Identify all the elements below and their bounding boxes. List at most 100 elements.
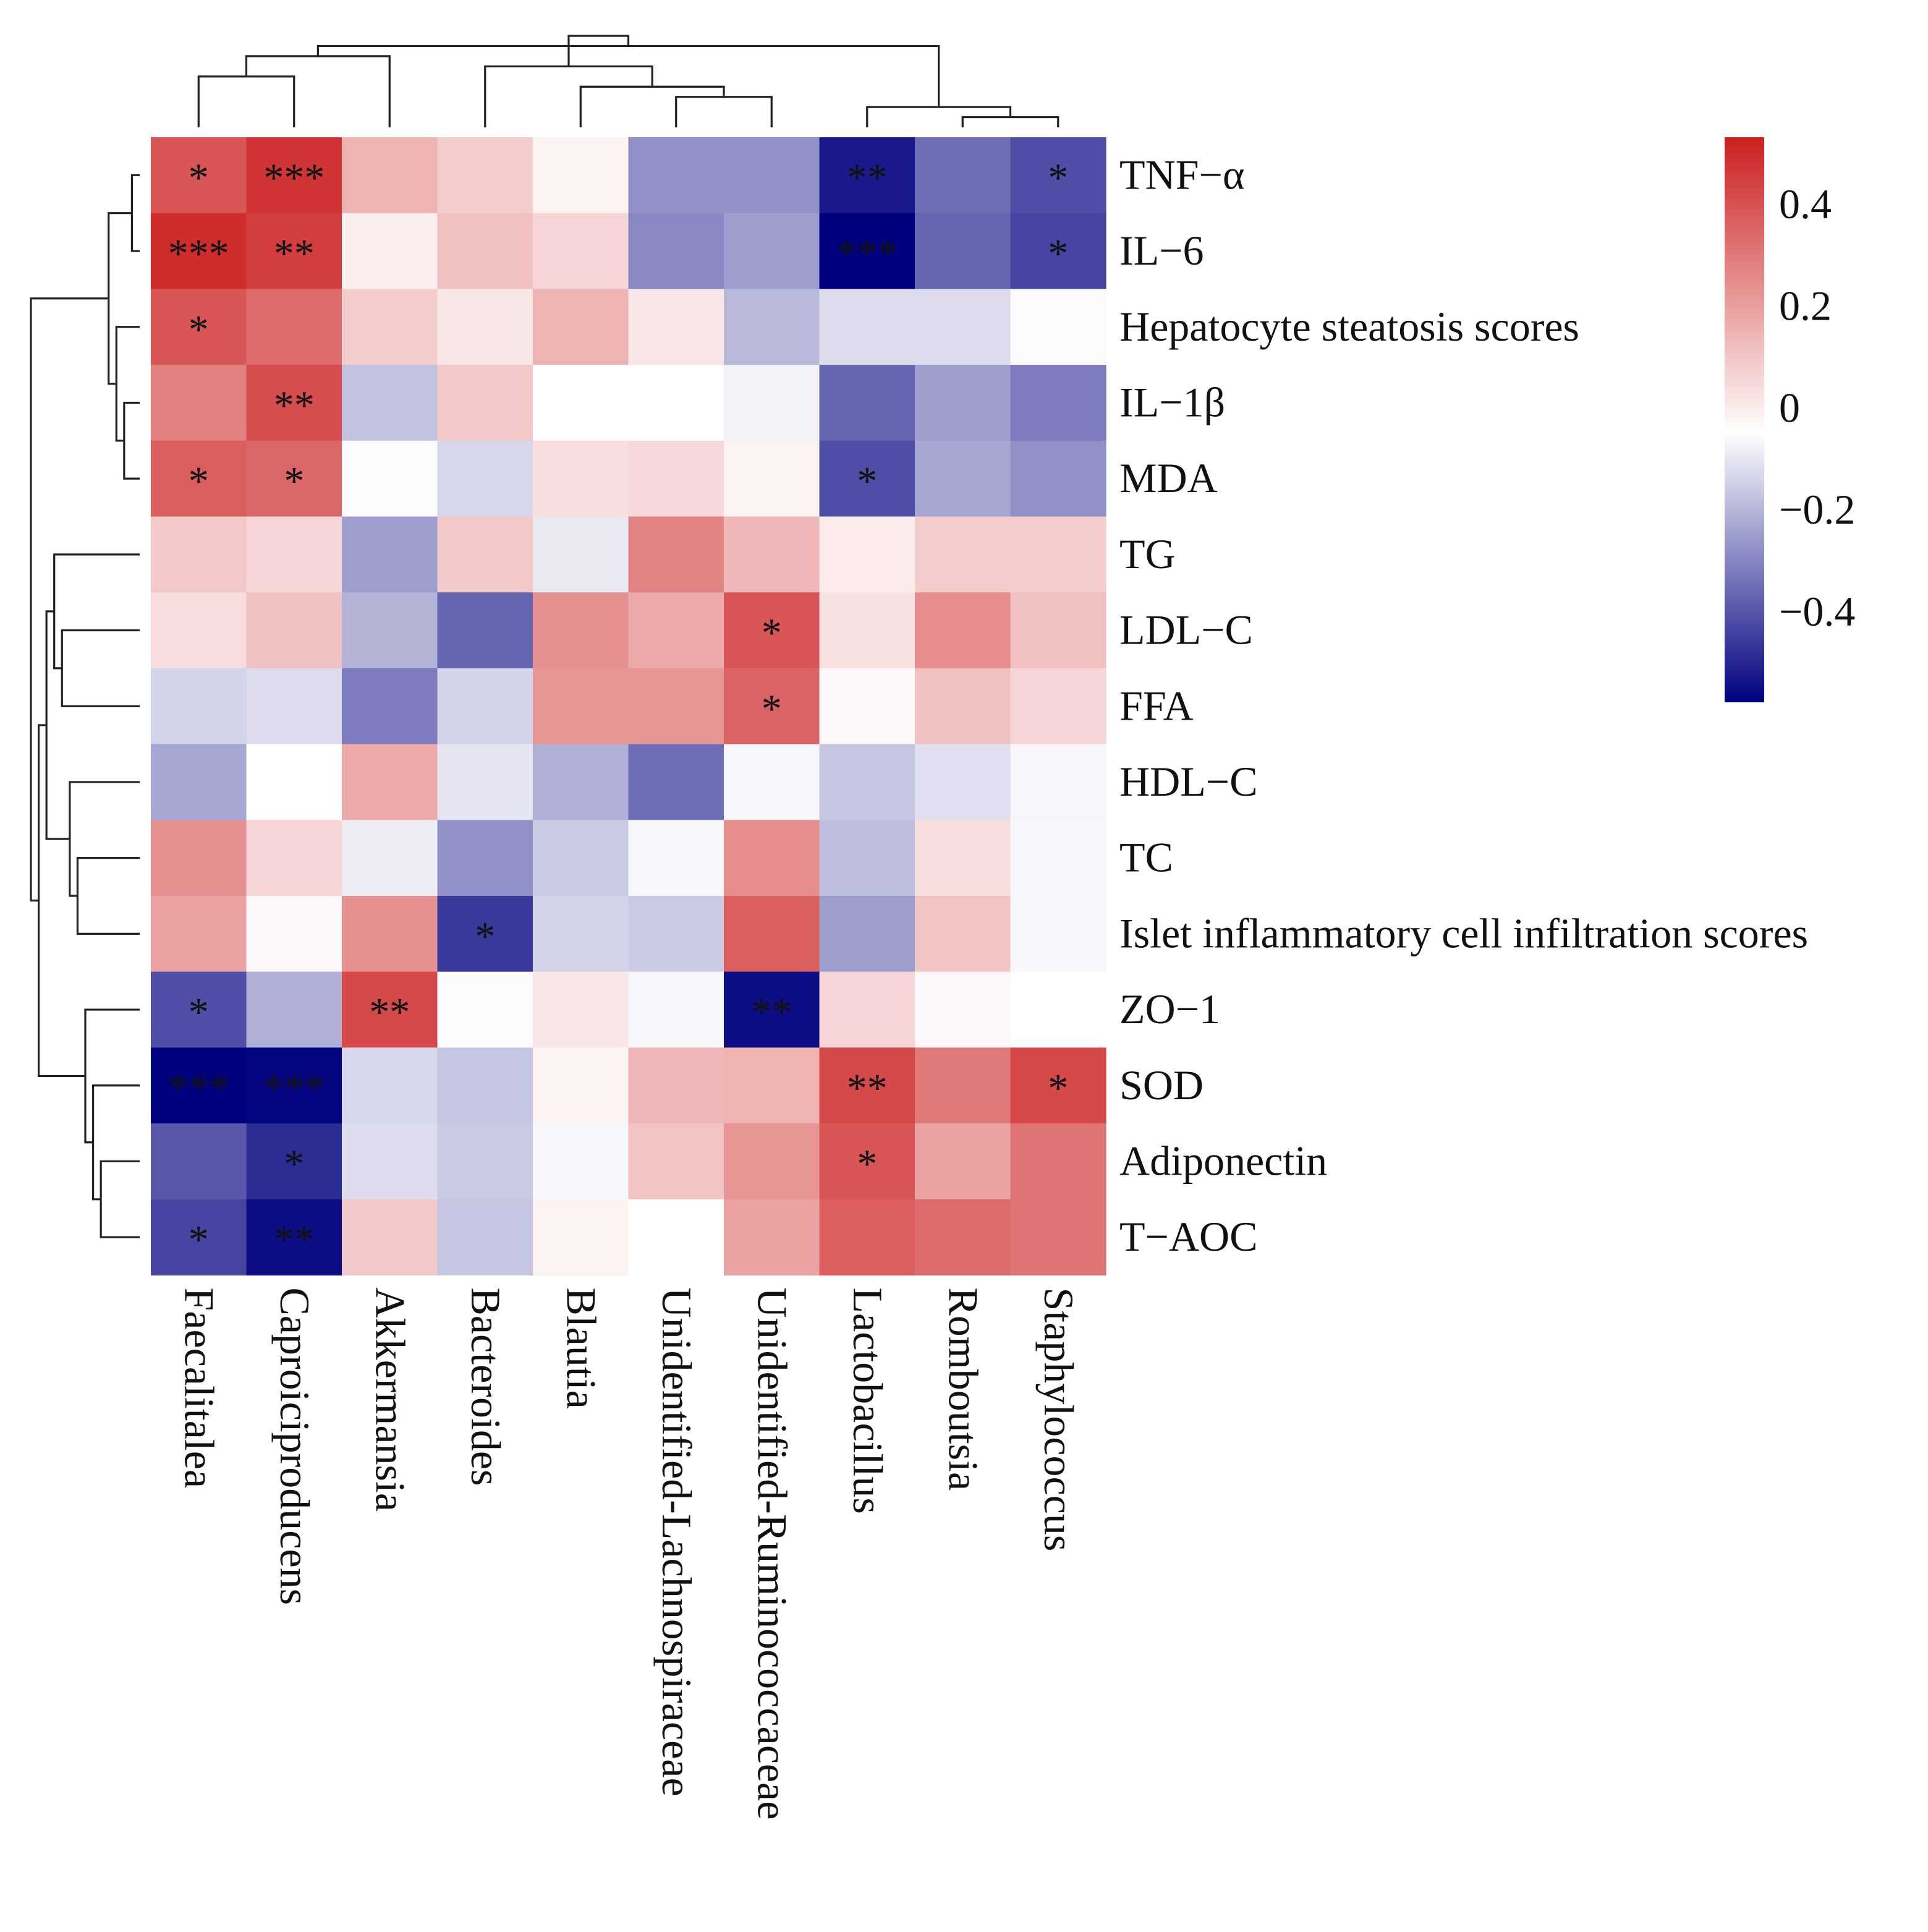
heatmap-cell xyxy=(533,440,629,517)
heatmap-cell xyxy=(628,1199,724,1276)
heatmap-cell xyxy=(533,592,629,669)
heatmap-cell xyxy=(1010,896,1106,972)
heatmap-cell xyxy=(246,668,342,745)
heatmap-cell xyxy=(1010,440,1106,517)
dendrogram-link xyxy=(316,45,940,108)
heatmap-cell xyxy=(246,213,342,289)
heatmap-cell xyxy=(819,592,915,669)
significance-mark: ** xyxy=(369,990,410,1035)
row-label: Adiponectin xyxy=(1119,1137,1327,1184)
heatmap-cell xyxy=(246,516,342,593)
heatmap-cell xyxy=(437,516,533,593)
colorbar-ticks: 0.4 0.2 0 −0.2 −0.4 xyxy=(1779,181,1855,635)
dendrogram-link xyxy=(30,297,109,902)
dendrogram-link xyxy=(69,781,140,897)
column-label: Romboutsia xyxy=(940,1288,987,1491)
heatmap-cell xyxy=(819,668,915,745)
colorbar-tick-label: 0.4 xyxy=(1779,181,1832,228)
heatmap-cell xyxy=(151,971,247,1048)
heatmap-cell xyxy=(533,516,629,593)
column-label: Unidentified-Ruminococcaceae xyxy=(749,1288,796,1820)
heatmap-cell xyxy=(915,971,1011,1048)
significance-mark: * xyxy=(475,914,495,959)
dendrogram-link xyxy=(53,553,140,670)
significance-marks: * *** ** **** ** *** ***** * ***** ** ***** *** ** **… xyxy=(168,155,1069,1262)
heatmap-cell xyxy=(437,971,533,1048)
heatmap-cell xyxy=(628,592,724,669)
heatmap-cell xyxy=(915,365,1011,441)
heatmap-cell xyxy=(151,1047,247,1124)
row-label: Hepatocyte steatosis scores xyxy=(1119,303,1579,350)
heatmap-cell xyxy=(915,137,1011,214)
heatmap-cell xyxy=(628,516,724,593)
heatmap-cell xyxy=(533,1123,629,1200)
heatmap-cell xyxy=(628,365,724,441)
heatmap-cell xyxy=(915,213,1011,289)
heatmap-cell xyxy=(915,289,1011,365)
heatmap-cell xyxy=(437,896,533,972)
heatmap-cell xyxy=(915,440,1011,517)
heatmap-cell xyxy=(437,1123,533,1200)
heatmap-cell xyxy=(533,137,629,214)
heatmap-cell xyxy=(819,289,915,365)
heatmap-cell xyxy=(246,592,342,669)
heatmap-cell xyxy=(533,1047,629,1124)
significance-mark: * xyxy=(1048,1066,1068,1111)
dendrogram-link xyxy=(76,857,140,935)
significance-mark: *** xyxy=(836,231,898,276)
heatmap-cells xyxy=(151,137,1106,1276)
dendrogram-link xyxy=(115,326,140,442)
heatmap-cell xyxy=(151,1199,247,1276)
heatmap-cell xyxy=(342,289,438,365)
heatmap-cell xyxy=(628,289,724,365)
colorbar-tick-label: −0.2 xyxy=(1779,486,1855,533)
significance-mark: ** xyxy=(847,1066,888,1111)
heatmap-cell xyxy=(437,440,533,517)
significance-mark: * xyxy=(189,155,209,200)
heatmap-cell xyxy=(246,744,342,820)
column-label: Akkermansia xyxy=(367,1288,414,1512)
dendrogram-link xyxy=(61,629,140,707)
heatmap-cell xyxy=(533,896,629,972)
row-label: Islet inflammatory cell infiltration sco… xyxy=(1119,909,1808,956)
column-label: Faecalitalea xyxy=(176,1288,223,1489)
heatmap-cell xyxy=(724,1047,820,1124)
dendrogram-link xyxy=(675,96,773,127)
heatmap-cell xyxy=(437,1199,533,1276)
heatmap-cell xyxy=(628,744,724,820)
heatmap-cell xyxy=(342,668,438,745)
heatmap-cell xyxy=(342,516,438,593)
row-label: HDL−C xyxy=(1119,758,1257,805)
heatmap-cell xyxy=(724,668,820,745)
heatmap-cell xyxy=(819,971,915,1048)
heatmap-cell xyxy=(342,592,438,669)
heatmap-cell xyxy=(533,971,629,1048)
heatmap-cell xyxy=(1010,820,1106,896)
heatmap-cell xyxy=(342,971,438,1048)
heatmap-cell xyxy=(628,1123,724,1200)
dendrogram-link xyxy=(100,1160,140,1238)
heatmap-cell xyxy=(1010,971,1106,1048)
heatmap-cell xyxy=(724,440,820,517)
row-labels: TNF−α IL−6 Hepatocyte steatosis scores IL−1… xyxy=(1119,151,1808,1260)
heatmap-cell xyxy=(1010,516,1106,593)
heatmap-cell xyxy=(819,440,915,517)
heatmap-cell xyxy=(628,820,724,896)
row-label: TC xyxy=(1119,834,1173,881)
heatmap-cell xyxy=(342,896,438,972)
column-label: Unidentified-Lachnospiraceae xyxy=(653,1288,700,1797)
heatmap-cell xyxy=(246,137,342,214)
significance-mark: ** xyxy=(274,231,315,276)
heatmap-cell xyxy=(915,668,1011,745)
heatmap-cell xyxy=(915,1047,1011,1124)
heatmap-cell xyxy=(724,289,820,365)
significance-mark: * xyxy=(857,1141,877,1186)
significance-mark: *** xyxy=(263,155,325,200)
colorbar-tick-label: −0.4 xyxy=(1779,588,1855,635)
significance-mark: * xyxy=(857,459,877,504)
row-label: LDL−C xyxy=(1119,606,1253,653)
heatmap-cell xyxy=(151,744,247,820)
column-label: Lactobacillus xyxy=(844,1288,891,1514)
significance-mark: ** xyxy=(847,155,888,200)
heatmap-cell xyxy=(437,289,533,365)
